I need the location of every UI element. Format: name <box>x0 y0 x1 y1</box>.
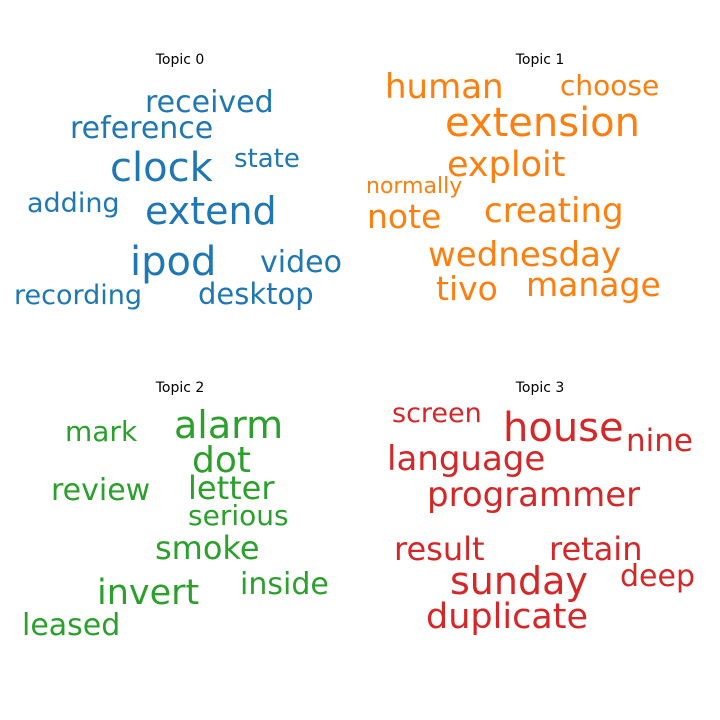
topic-1-word-tivo: tivo <box>436 269 498 308</box>
topic-1-panel: Topic 1 human choose extension exploit norma… <box>360 0 720 360</box>
topic-2-word-alarm: alarm <box>174 403 284 447</box>
topic-1-word-manage: manage <box>526 265 661 304</box>
topic-0-word-state: state <box>234 144 300 174</box>
topic-2-word-inside: inside <box>240 567 329 602</box>
topic-3-word-nine: nine <box>626 423 693 459</box>
topic-1-word-wednesday: wednesday <box>428 235 622 275</box>
topic-3-title: Topic 3 <box>515 380 565 396</box>
topic-1-word-normally: normally <box>366 174 463 199</box>
topic-1-word-creating: creating <box>484 191 624 231</box>
topic-1-word-note: note <box>367 197 442 236</box>
topic-2-panel: Topic 2 mark alarm dot review letter serious s… <box>0 328 360 688</box>
topic-3-word-retain: retain <box>549 530 643 568</box>
topic-2-word-mark: mark <box>65 415 138 448</box>
topic-3-word-deep: deep <box>620 559 695 594</box>
topic-0-panel: Topic 0 received reference clock state addin… <box>0 0 360 360</box>
topic-1-word-extension: extension <box>445 100 640 146</box>
topic-0-word-adding: adding <box>27 188 120 219</box>
topic-2-word-letter: letter <box>188 469 275 507</box>
topic-3-word-programmer: programmer <box>427 475 641 515</box>
topic-0-word-ipod: ipod <box>130 239 217 285</box>
topic-3-word-result: result <box>394 530 485 568</box>
topic-1-title: Topic 1 <box>515 52 565 68</box>
topic-0-word-recording: recording <box>14 280 142 311</box>
topic-0-word-reference: reference <box>70 111 214 146</box>
topic-2-title: Topic 2 <box>155 380 205 396</box>
topic-0-word-clock: clock <box>110 145 213 191</box>
topic-3-word-duplicate: duplicate <box>426 597 589 637</box>
topic-3-word-sunday: sunday <box>450 559 588 603</box>
topic-2-word-leased: leased <box>22 608 121 643</box>
topic-3-panel: Topic 3 screen house nine language programme… <box>360 328 720 688</box>
topic-2-word-dot: dot <box>192 440 251 481</box>
topic-0-word-video: video <box>260 245 342 280</box>
topic-1-word-human: human <box>385 67 504 107</box>
topic-0-word-received: received <box>145 85 274 120</box>
topic-2-word-invert: invert <box>97 573 200 613</box>
topic-0-title: Topic 0 <box>155 52 205 68</box>
topic-3-word-language: language <box>387 439 546 479</box>
topic-2-word-serious: serious <box>188 499 289 532</box>
topic-2-word-review: review <box>51 473 151 508</box>
topic-0-word-desktop: desktop <box>198 277 314 311</box>
topic-3-word-house: house <box>503 405 624 451</box>
topic-1-word-exploit: exploit <box>447 145 566 185</box>
topic-3-word-screen: screen <box>392 398 482 429</box>
topic-1-word-choose: choose <box>560 69 660 102</box>
topic-0-word-extend: extend <box>145 189 277 233</box>
topic-2-word-smoke: smoke <box>155 529 260 567</box>
